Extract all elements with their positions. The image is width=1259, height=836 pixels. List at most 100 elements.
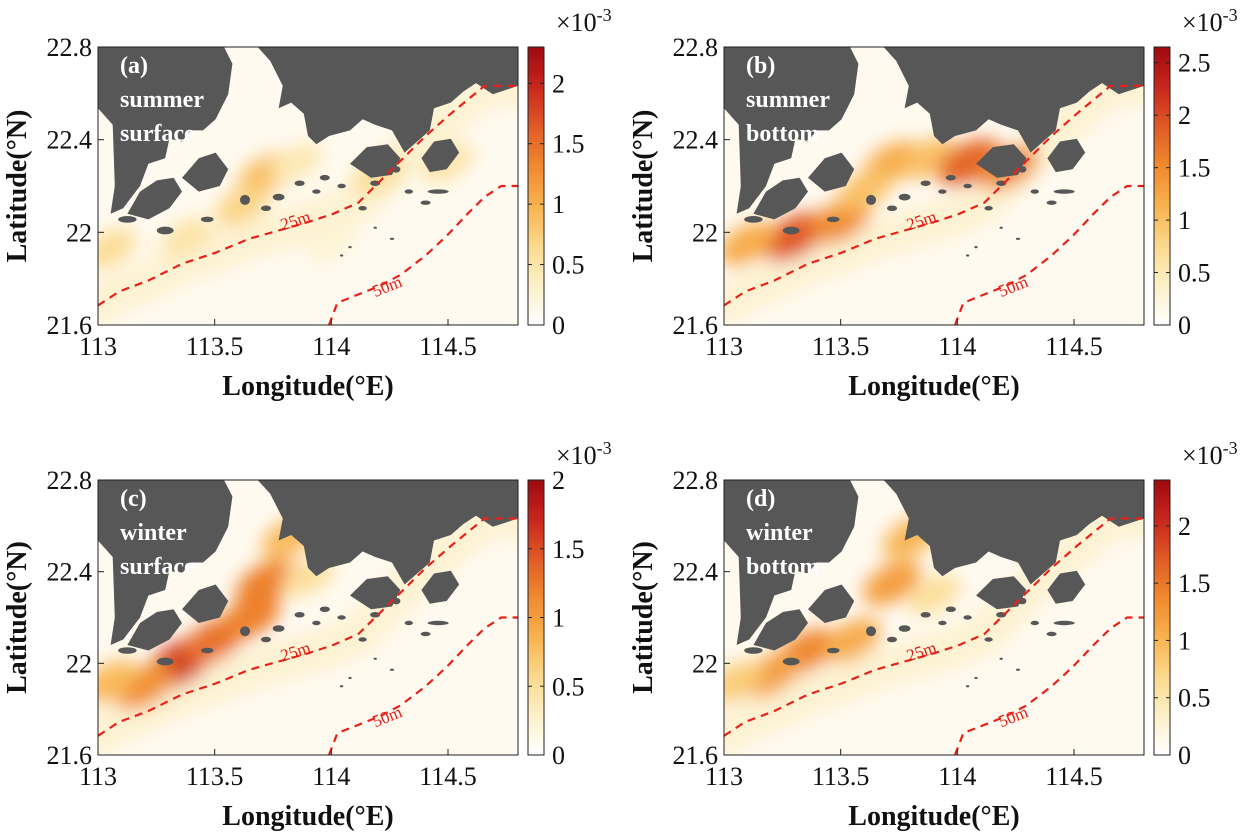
island-hong-kong bbox=[421, 138, 460, 173]
small-island bbox=[156, 226, 174, 235]
small-island bbox=[118, 647, 137, 654]
layer-label: surface bbox=[120, 554, 195, 580]
layer-label: surface bbox=[120, 121, 195, 147]
small-island bbox=[984, 637, 993, 642]
small-island bbox=[427, 189, 449, 194]
colorbar-tick-label: 0 bbox=[552, 311, 565, 340]
small-island bbox=[920, 180, 931, 186]
x-tick-label: 114 bbox=[938, 332, 976, 361]
axes-frame bbox=[723, 479, 1145, 756]
hotspot bbox=[98, 228, 137, 269]
island-west bbox=[127, 609, 182, 651]
panel-label: (c) winter surface bbox=[120, 486, 195, 580]
axes-frame bbox=[723, 46, 1145, 326]
small-island bbox=[945, 174, 956, 181]
isobath-25m-line bbox=[724, 517, 1144, 737]
colorbar-tick-label: 0.5 bbox=[552, 251, 585, 280]
small-island bbox=[373, 226, 377, 229]
land bbox=[98, 480, 518, 688]
small-island bbox=[782, 657, 800, 666]
small-island bbox=[965, 685, 970, 688]
x-tick-label: 113.5 bbox=[186, 762, 244, 791]
colorbar: 00.511.52×10-3 bbox=[1153, 438, 1238, 770]
panel-letter: (a) bbox=[120, 53, 148, 79]
isobath-25m-line bbox=[724, 84, 1144, 307]
x-axis-label: Longitude(°E) bbox=[848, 801, 1019, 832]
colorbar-tick-label: 1.5 bbox=[552, 130, 585, 159]
colorbar-exponent: -3 bbox=[1223, 5, 1238, 25]
small-island bbox=[1015, 237, 1021, 240]
colorbar-tick-label: 1 bbox=[1178, 206, 1191, 235]
island-peninsula bbox=[808, 152, 855, 192]
small-island bbox=[239, 194, 251, 205]
y-axis-label: Latitude(°N) bbox=[2, 541, 33, 694]
colorbar: 00.511.52×10-3 bbox=[527, 438, 612, 770]
island-hong-kong bbox=[1047, 570, 1086, 604]
x-tick-label: 113 bbox=[705, 332, 743, 361]
hotspot bbox=[836, 169, 892, 212]
small-island bbox=[348, 676, 352, 680]
y-tick-label: 21.6 bbox=[673, 741, 719, 770]
small-island bbox=[339, 685, 344, 688]
season-label: summer bbox=[120, 87, 204, 113]
hotspot bbox=[907, 574, 961, 615]
small-island bbox=[392, 597, 401, 605]
colorbar-tick-label: 2 bbox=[552, 466, 565, 495]
isobath-25m-line bbox=[98, 517, 518, 737]
x-tick-label: 113 bbox=[79, 762, 117, 791]
colorbar-gradient bbox=[1153, 479, 1171, 756]
small-island bbox=[392, 165, 401, 173]
small-island bbox=[370, 180, 381, 186]
colorbar-tick-label: 0.5 bbox=[1178, 684, 1211, 713]
hotspot bbox=[160, 217, 213, 257]
colorbar-tick-label: 2.5 bbox=[1178, 49, 1211, 78]
island-east bbox=[350, 144, 401, 178]
colorbar-tick-label: 0.5 bbox=[552, 672, 585, 701]
x-axis-label: Longitude(°E) bbox=[222, 801, 393, 832]
small-island bbox=[370, 612, 381, 618]
y-tick-label: 22.4 bbox=[47, 126, 93, 155]
season-label: summer bbox=[746, 87, 830, 113]
y-tick-label: 22.8 bbox=[673, 33, 719, 62]
x-tick-label: 114.5 bbox=[1045, 332, 1103, 361]
colorbar-gradient bbox=[1153, 46, 1171, 326]
x-tick-label: 114 bbox=[312, 332, 350, 361]
small-island bbox=[358, 206, 367, 211]
y-tick-label: 22.8 bbox=[47, 466, 93, 495]
small-island bbox=[312, 189, 321, 194]
small-island bbox=[886, 205, 898, 212]
x-tick-label: 114.5 bbox=[1045, 762, 1103, 791]
small-island bbox=[886, 636, 898, 643]
small-island bbox=[319, 174, 330, 181]
small-island bbox=[984, 206, 993, 211]
small-island bbox=[358, 637, 367, 642]
layer-label: bottom bbox=[746, 121, 819, 147]
panel-label: (a) summer surface bbox=[120, 53, 204, 147]
mainland bbox=[724, 47, 1144, 214]
small-island bbox=[389, 668, 395, 671]
small-island bbox=[1018, 165, 1027, 173]
mainland bbox=[98, 480, 518, 645]
x-tick-label: 113.5 bbox=[812, 762, 870, 791]
x-axis-label: Longitude(°E) bbox=[222, 371, 393, 402]
small-island bbox=[272, 625, 285, 632]
hotspot bbox=[270, 143, 323, 183]
x-tick-label: 113 bbox=[79, 332, 117, 361]
island-hong-kong bbox=[1047, 138, 1086, 173]
small-island bbox=[965, 254, 970, 257]
small-island bbox=[1018, 597, 1027, 605]
small-island bbox=[963, 615, 972, 620]
land bbox=[98, 47, 518, 257]
small-island bbox=[337, 615, 346, 620]
colorbar-multiplier: ×10-3 bbox=[556, 5, 612, 37]
small-island bbox=[782, 226, 800, 235]
small-island bbox=[373, 657, 377, 660]
panel-letter: (b) bbox=[746, 53, 775, 79]
island-west bbox=[753, 177, 808, 220]
island-peninsula bbox=[808, 584, 855, 623]
island-peninsula bbox=[182, 152, 229, 192]
isobath-50m-line bbox=[953, 184, 1144, 325]
